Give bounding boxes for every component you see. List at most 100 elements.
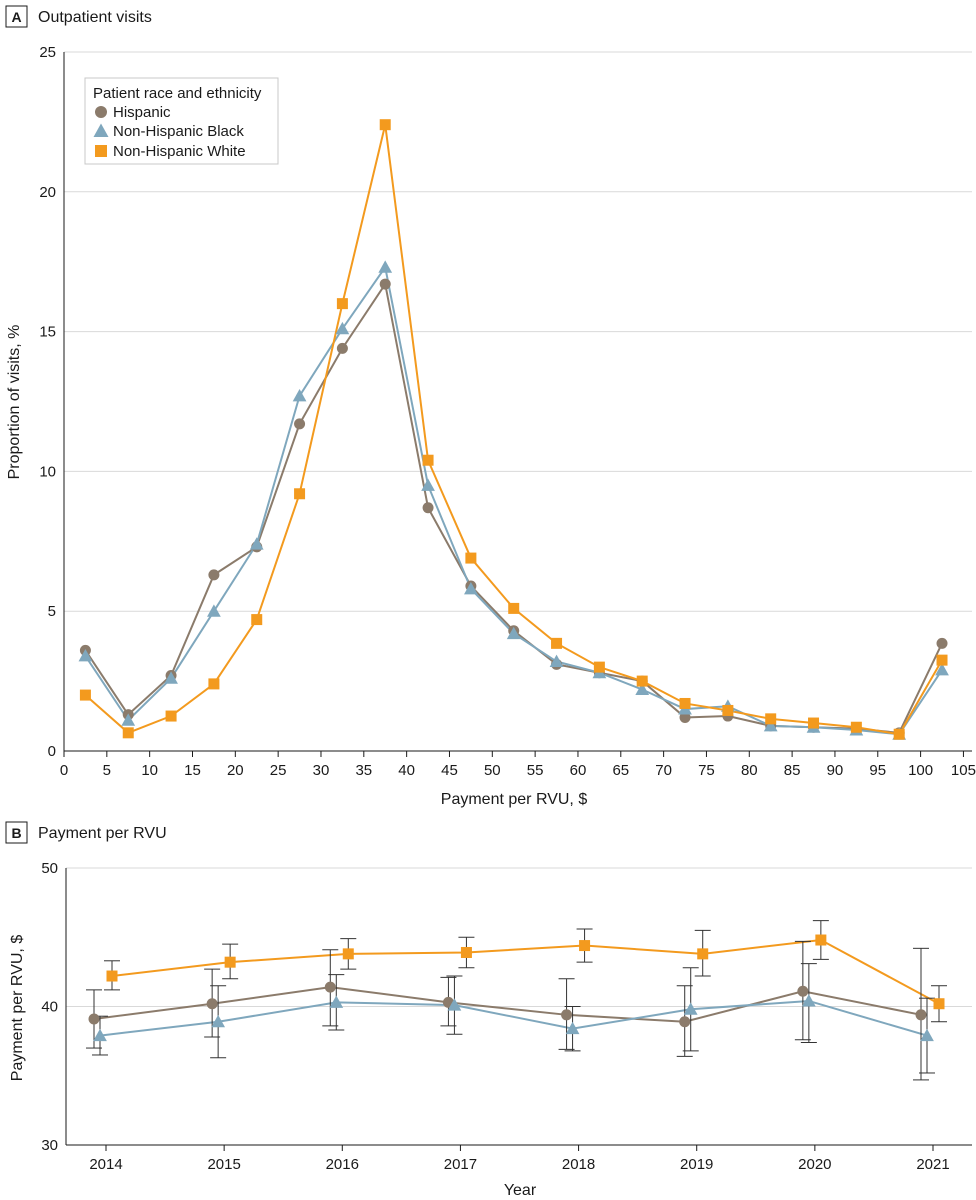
panel-a-x-tick-label: 45 [441,762,458,779]
panel-a-point-non-hispanic-white [465,552,477,564]
panel-b-point-non-hispanic-white [579,940,591,952]
panel-a-point-hispanic [422,502,434,514]
panel-b-point-non-hispanic-black [211,1014,226,1028]
panel-a-x-tick-label: 15 [184,762,201,779]
panel-b-y-tick-label: 40 [41,999,58,1016]
panel-a-x-tick-label: 60 [570,762,587,779]
panel-b-point-non-hispanic-white [815,934,827,946]
panel-b-point-non-hispanic-white [342,948,354,960]
panel-a-point-non-hispanic-black [378,260,393,273]
panel-b-point-non-hispanic-black [565,1021,580,1035]
panel-b-x-tick-label: 2015 [207,1156,240,1173]
panel-a-x-tick-label: 30 [313,762,330,779]
legend-label-non-hispanic-black: Non-Hispanic Black [113,123,244,140]
panel-a-point-non-hispanic-white [808,717,820,729]
panel-b-point-hispanic [88,1013,100,1025]
panel-a-y-axis-label: Proportion of visits, % [6,325,23,480]
panel-a-point-hispanic [936,637,948,649]
panel-a-point-non-hispanic-white [422,454,434,466]
panel-a-point-hispanic [208,569,220,581]
panel-b-x-tick-label: 2014 [89,1156,122,1173]
panel-b-point-hispanic [561,1009,573,1021]
panel-a-x-tick-label: 35 [355,762,372,779]
panel-a-point-non-hispanic-white [765,713,777,725]
panel-a-point-non-hispanic-black [506,626,521,640]
panel-a-point-non-hispanic-white [208,678,220,690]
panel-a-point-hispanic [336,342,348,354]
panel-a-x-axis-label: Payment per RVU, $ [441,791,588,808]
panel-a-point-non-hispanic-black [549,654,564,668]
panel-a-y-tick-label: 15 [39,324,56,341]
panel-b-y-tick-label: 50 [41,860,58,877]
panel-a-x-tick-label: 0 [60,762,68,779]
panel-a-x-tick-label: 25 [270,762,287,779]
panel-a-y-tick-label: 25 [39,44,56,61]
panel-a-point-non-hispanic-black [335,321,350,335]
panel-b-point-non-hispanic-black [93,1028,107,1042]
panel-b-header: B Payment per RVU [5,821,167,844]
panel-b-point-hispanic [206,998,218,1010]
panel-a-point-non-hispanic-white [722,704,734,716]
panel-a-point-non-hispanic-black [78,649,93,662]
panel-a-line-hispanic [84,281,943,734]
panel-a-point-non-hispanic-white [251,614,263,626]
panel-a-point-non-hispanic-white [294,488,306,500]
panel-b-point-non-hispanic-black [683,1002,698,1015]
panel-b-point-hispanic [324,981,336,993]
panel-a-point-non-hispanic-white [679,697,691,709]
panel-a-point-non-hispanic-white [379,119,391,131]
panel-a-point-non-hispanic-black [249,537,264,550]
panel-a-x-tick-label: 100 [908,762,933,779]
panel-a-x-tick-label: 80 [741,762,758,779]
panel-a-point-non-hispanic-black [121,713,136,726]
panel-b-line-non-hispanic-white [111,938,940,1005]
panel-a-x-tick-label: 40 [398,762,415,779]
panel-a-y-tick-label: 20 [39,184,56,201]
legend-title: Patient race and ethnicity [93,85,262,102]
panel-b-title: Payment per RVU [38,825,167,842]
panel-a-x-tick-label: 65 [612,762,629,779]
panel-b-x-tick-label: 2019 [680,1156,713,1173]
panel-a-x-tick-label: 75 [698,762,715,779]
panel-a-title: Outpatient visits [38,9,152,26]
panel-b-y-axis-label: Payment per RVU, $ [9,935,26,1082]
panel-a-point-non-hispanic-white [122,727,134,739]
panel-a-x-tick-label: 85 [784,762,801,779]
panel-a-point-non-hispanic-white [850,721,862,733]
panel-a-x-tick-label: 95 [869,762,886,779]
panel-a-point-non-hispanic-black [207,604,221,617]
panel-b-point-non-hispanic-white [106,970,118,982]
panel-a-point-non-hispanic-white [508,602,520,614]
panel-a-point-non-hispanic-black [635,682,650,695]
panel-b-point-non-hispanic-black [329,995,344,1008]
panel-b-point-hispanic [915,1009,927,1021]
panel-b-point-non-hispanic-black [447,998,462,1011]
panel-b-point-hispanic [679,1016,691,1028]
panel-a-x-tick-label: 70 [655,762,672,779]
panel-a-x-tick-label: 105 [951,762,976,779]
panel-b-chart: 30 40 50 2014 2015 2016 2017 2018 2019 2020 2021 [41,860,972,1173]
panel-a-tag-box [5,5,28,28]
panel-a-legend: Patient race and ethnicity Hispanic Non-… [84,77,279,165]
legend-marker-hispanic [95,106,107,118]
panel-b-x-tick-label: 2020 [798,1156,831,1173]
panel-a-chart: 0 5 10 15 20 25 0 5 10 15 20 25 30 35 40 45 50 55 60 65 70 75… [39,44,976,779]
panel-a-point-hispanic [679,711,691,723]
panel-a-x-tick-label: 55 [527,762,544,779]
panel-b-point-hispanic [797,985,809,997]
panel-a-line-non-hispanic-black [84,264,943,736]
panel-a-point-non-hispanic-black [292,389,307,402]
legend-box [84,77,279,165]
panel-a-x-tick-label: 50 [484,762,501,779]
panel-a-x-tick-label: 10 [141,762,158,779]
panel-a-x-tick-label: 20 [227,762,244,779]
panel-a-tag: A [11,9,21,25]
panel-b-x-tick-label: 2018 [562,1156,595,1173]
legend-marker-non-hispanic-white [95,145,107,157]
panel-a-point-non-hispanic-white [165,710,177,722]
panel-b-point-non-hispanic-white [697,948,709,960]
panel-a-point-non-hispanic-white [551,637,563,649]
panel-b-x-tick-label: 2016 [326,1156,359,1173]
panel-a-line-non-hispanic-white [84,124,943,736]
